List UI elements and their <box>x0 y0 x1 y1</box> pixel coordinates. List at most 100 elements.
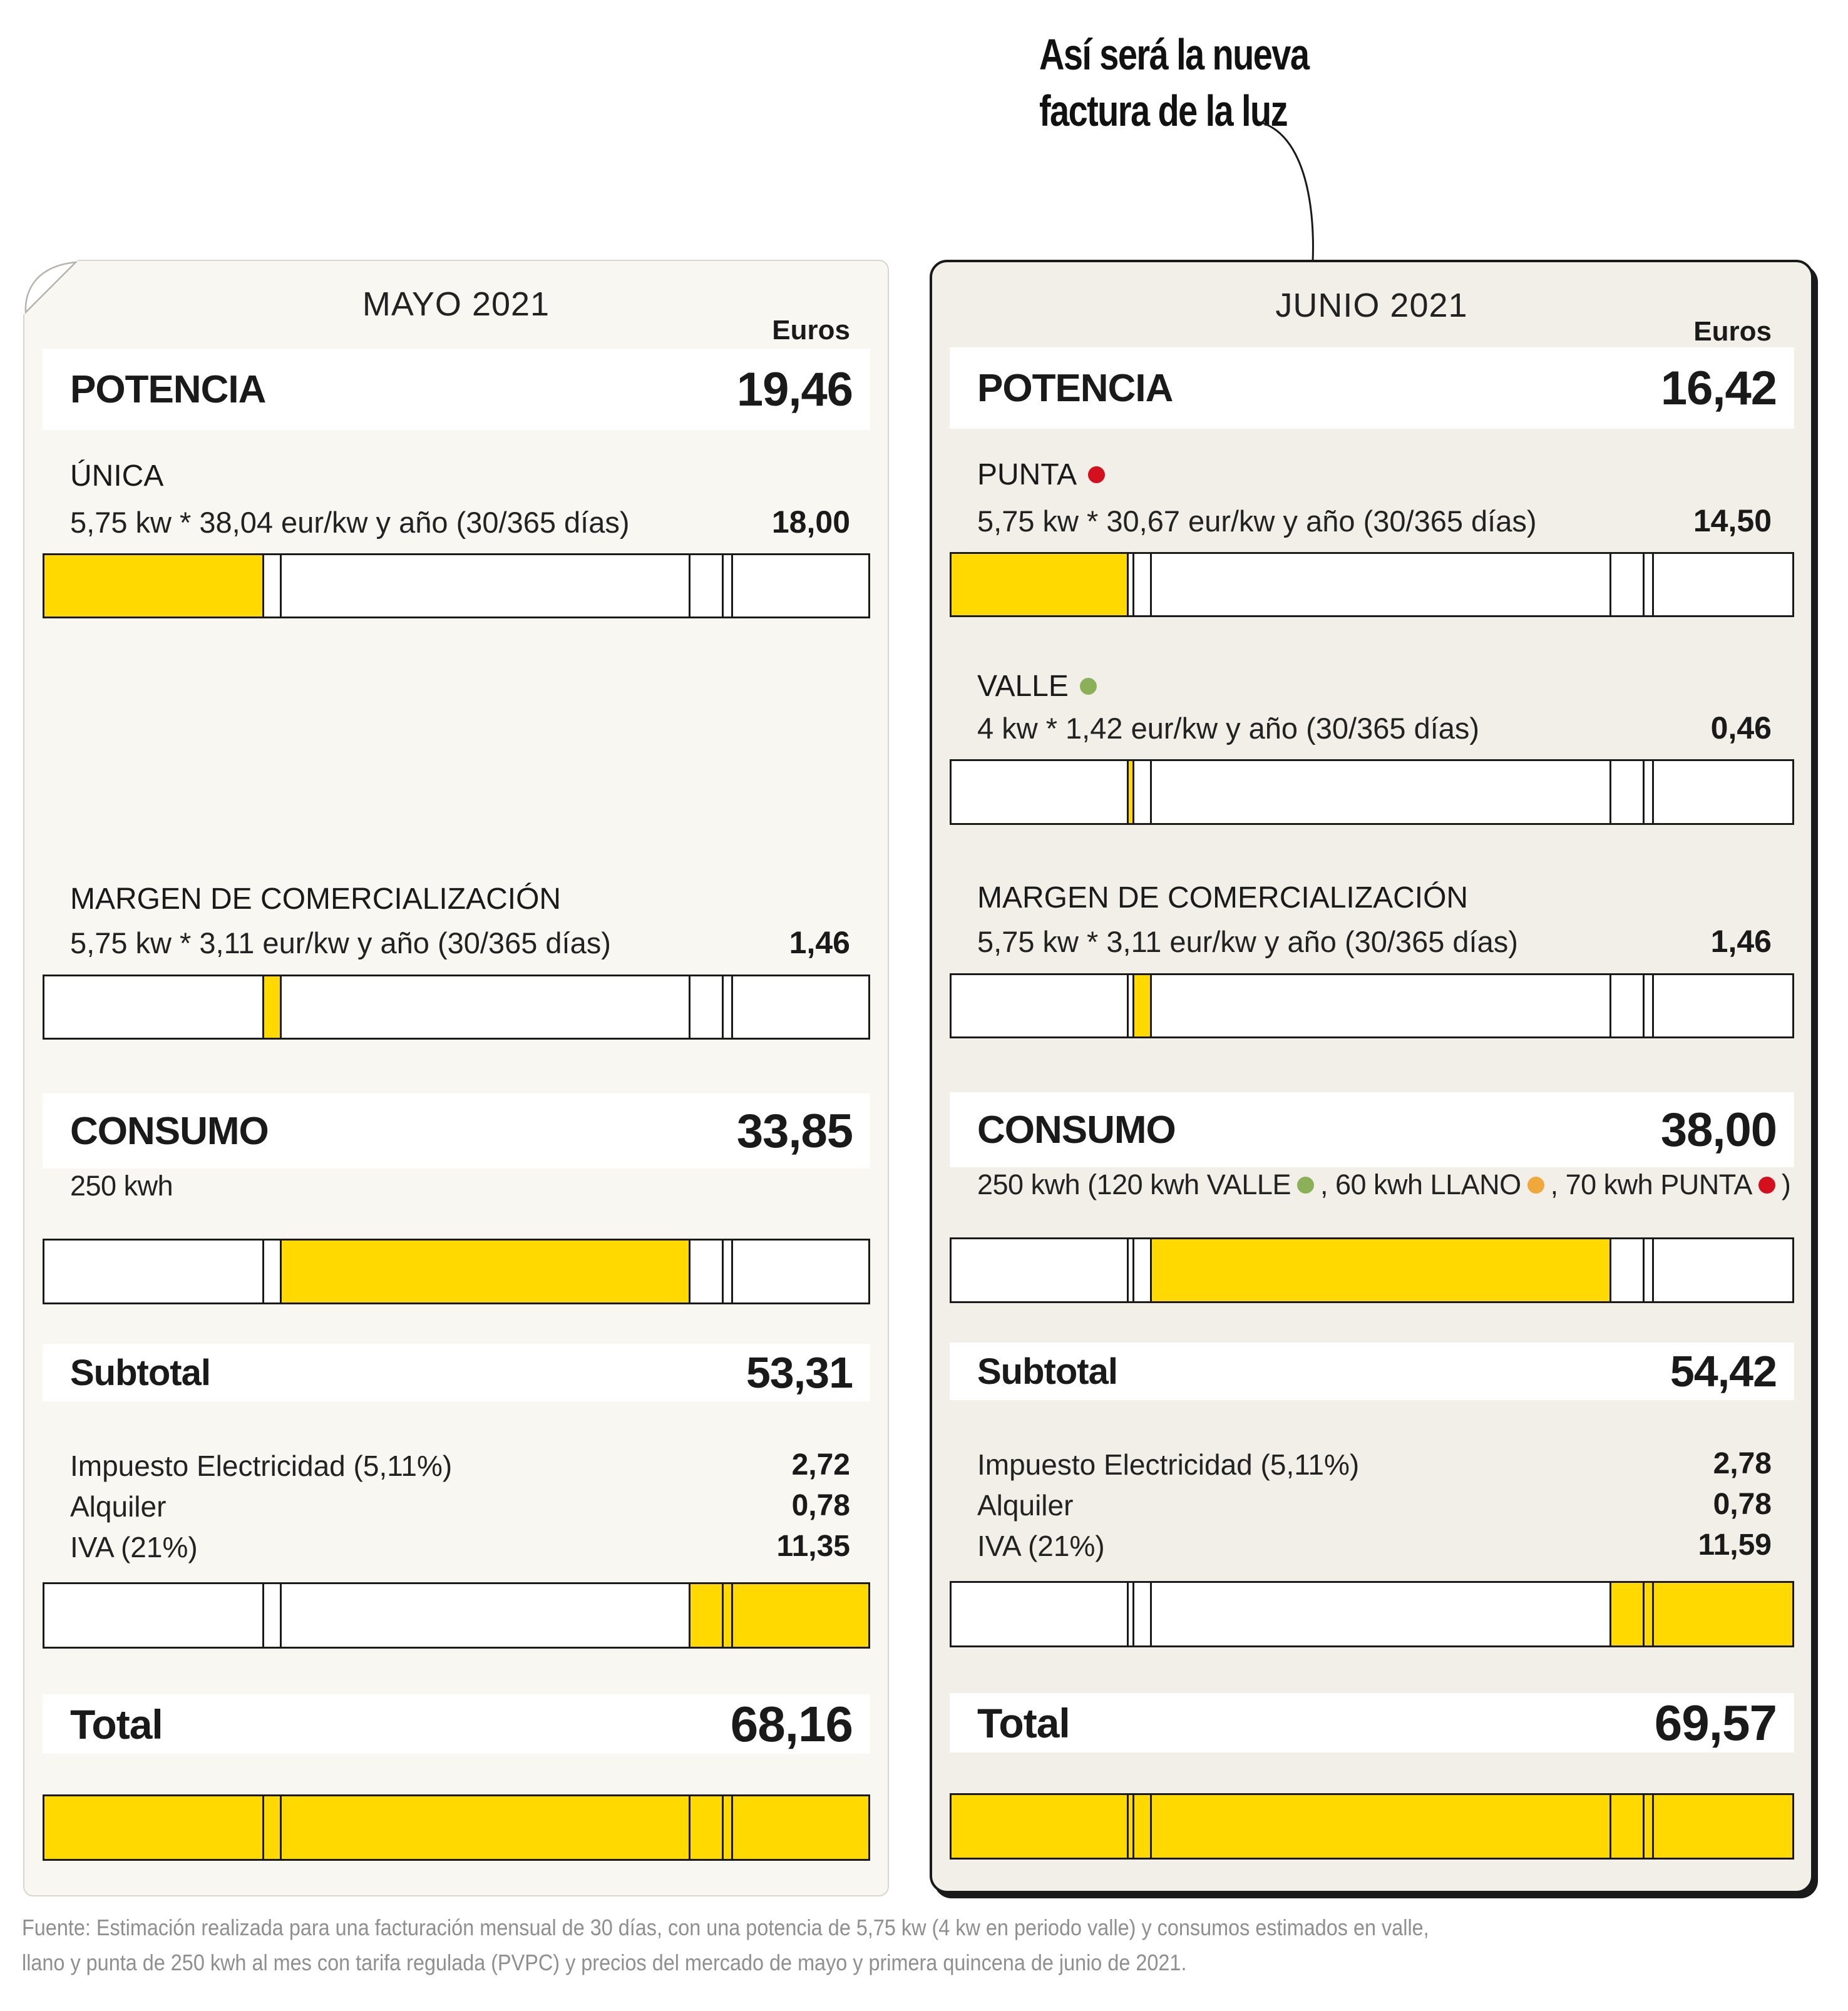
subtotal-value: 53,31 <box>746 1348 853 1397</box>
bar-segment <box>1652 554 1792 615</box>
bar-segment <box>1132 761 1150 823</box>
panel-mayo: MAYO 2021 Euros POTENCIA 19,46 ÚNICA 5,7… <box>23 260 889 1896</box>
bar-segment <box>952 975 1127 1036</box>
bar-segment <box>1126 1583 1132 1645</box>
tax-row-label: Impuesto Electricidad (5,11%) <box>70 1450 453 1482</box>
consumo-label: CONSUMO <box>977 1108 1176 1152</box>
bar-segment <box>279 1241 689 1302</box>
punta-label: PUNTA <box>977 458 1106 492</box>
bar-segment <box>1643 975 1653 1036</box>
potencia-band: POTENCIA 19,46 <box>43 349 870 430</box>
potencia-value: 16,42 <box>1660 361 1777 415</box>
page-corner-fold-icon <box>23 260 78 315</box>
bar-segment <box>731 1796 868 1859</box>
consumo-detail-text: , 60 kwh LLANO <box>1320 1169 1521 1200</box>
bar-segment <box>44 976 262 1038</box>
tax-row-value: 2,78 <box>1713 1447 1772 1480</box>
bar-segment <box>44 1241 262 1302</box>
panel-junio: JUNIO 2021 Euros POTENCIA 16,42 PUNTA 5,… <box>930 260 1814 1893</box>
bar-segment <box>952 1239 1127 1301</box>
title-connector-line <box>1261 121 1314 262</box>
consumo-band: CONSUMO 33,85 <box>43 1093 870 1169</box>
bar-segment <box>689 555 722 617</box>
bar-impuestos <box>43 1582 870 1649</box>
bar-segment <box>689 1796 722 1859</box>
bar-segment <box>279 976 689 1038</box>
bar-segment <box>1652 1239 1792 1301</box>
bar-segment <box>1609 1583 1643 1645</box>
bar-segment <box>721 976 731 1038</box>
total-band: Total 68,16 <box>43 1694 870 1754</box>
bar-segment <box>721 1796 731 1859</box>
bar-segment <box>689 1241 722 1302</box>
bar-segment <box>1132 1583 1150 1645</box>
subtotal-value: 54,42 <box>1670 1347 1777 1396</box>
bar-segment <box>262 1241 280 1302</box>
source-footnote-line2: llano y punta de 250 kwh al mes con tari… <box>22 1950 1187 1975</box>
bar-segment <box>1132 554 1150 615</box>
bar-segment <box>1126 1795 1132 1858</box>
potencia-band: POTENCIA 16,42 <box>950 347 1794 429</box>
tax-row-value: 2,72 <box>791 1448 850 1481</box>
unica-formula: 5,75 kw * 38,04 eur/kw y año (30/365 día… <box>70 506 630 539</box>
tax-row-label: Alquiler <box>70 1490 167 1523</box>
bar-segment <box>731 976 868 1038</box>
bar-segment <box>731 1584 868 1647</box>
tax-row-label: IVA (21%) <box>70 1531 198 1563</box>
potencia-value: 19,46 <box>736 362 853 416</box>
bar-segment <box>952 554 1127 615</box>
bar-segment <box>1149 1239 1609 1301</box>
consumo-detail-text: 250 kwh (120 kwh VALLE <box>977 1169 1291 1200</box>
bar-consumo <box>43 1239 870 1304</box>
total-band: Total 69,57 <box>950 1693 1794 1753</box>
total-label: Total <box>70 1701 163 1747</box>
margen-label: MARGEN DE COMERCIALIZACIÓN <box>70 883 562 916</box>
consumo-label: CONSUMO <box>70 1109 269 1153</box>
margen-formula: 5,75 kw * 3,11 eur/kw y año (30/365 días… <box>70 926 611 959</box>
bar-segment <box>952 1795 1127 1858</box>
bar-segment <box>1126 1239 1132 1301</box>
bar-segment <box>1149 761 1609 823</box>
bar-segment <box>279 555 689 617</box>
bar-segment <box>1149 554 1609 615</box>
bar-punta <box>950 552 1794 617</box>
bar-segment <box>262 555 280 617</box>
bar-segment <box>1126 554 1132 615</box>
consumo-detail-text: , 70 kwh PUNTA <box>1550 1169 1753 1200</box>
consumo-detail-text: 250 kwh <box>70 1170 173 1202</box>
consumo-detail: 250 kwh (120 kwh VALLE , 60 kwh LLANO , 70… <box>977 1169 1791 1201</box>
bar-segment <box>1652 761 1792 823</box>
bar-segment <box>1652 975 1792 1036</box>
tax-row-value: 0,78 <box>791 1489 850 1522</box>
valle-dot-icon <box>1079 678 1097 695</box>
margen-value: 1,46 <box>1710 924 1772 959</box>
bar-segment <box>262 1584 280 1647</box>
tax-row-value: 0,78 <box>1713 1488 1772 1521</box>
bar-segment <box>721 1241 731 1302</box>
bar-segment <box>1652 1795 1792 1858</box>
month-title-mayo: MAYO 2021 <box>362 285 550 323</box>
bar-segment <box>689 976 722 1038</box>
bar-segment <box>731 1241 868 1302</box>
total-value: 68,16 <box>730 1696 853 1752</box>
subtotal-label: Subtotal <box>70 1352 211 1393</box>
tax-row-label: Impuesto Electricidad (5,11%) <box>977 1448 1360 1481</box>
bar-segment <box>1609 761 1643 823</box>
bar-segment <box>262 976 280 1038</box>
tax-row-label: IVA (21%) <box>977 1530 1105 1562</box>
bar-segment <box>1609 1239 1643 1301</box>
page-title-line1: Así será la nueva <box>1039 30 1310 79</box>
consumo-detail-text: ) <box>1781 1169 1791 1200</box>
margen-formula: 5,75 kw * 3,11 eur/kw y año (30/365 días… <box>977 925 1518 958</box>
valle-value: 0,46 <box>1710 710 1772 745</box>
bar-margen <box>950 973 1794 1038</box>
bar-impuestos <box>950 1581 1794 1647</box>
bar-consumo <box>950 1237 1794 1303</box>
bar-segment <box>1643 1583 1653 1645</box>
potencia-label: POTENCIA <box>977 366 1173 410</box>
currency-label: Euros <box>1693 316 1772 347</box>
bar-segment <box>1132 975 1150 1036</box>
bar-segment <box>1643 1239 1653 1301</box>
bar-segment <box>262 1796 280 1859</box>
subtotal-band: Subtotal 54,42 <box>950 1343 1794 1400</box>
